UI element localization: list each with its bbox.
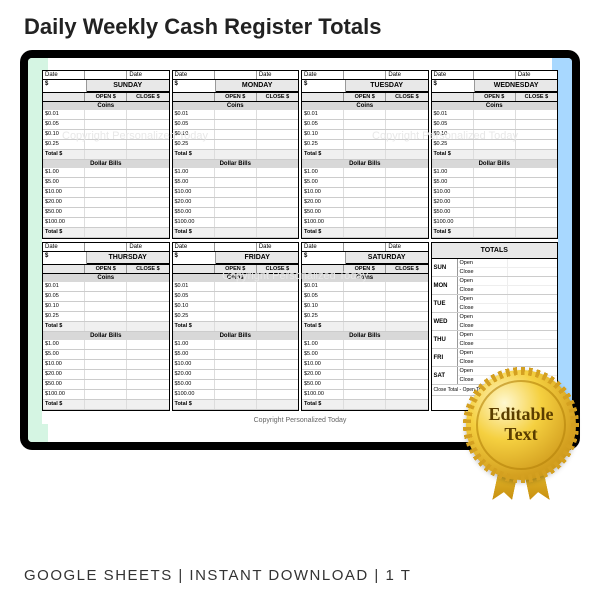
day-column[interactable]: DateDate$SATURDAYOPEN $CLOSE $Coins$0.01… bbox=[301, 242, 429, 411]
day-column[interactable]: DateDate$FRIDAYOPEN $CLOSE $Coins$0.01$0… bbox=[172, 242, 300, 411]
gold-seal: EditableText bbox=[466, 370, 576, 480]
badge-text: EditableText bbox=[488, 405, 553, 445]
footer-text: GOOGLE SHEETS | INSTANT DOWNLOAD | 1 T bbox=[0, 553, 600, 600]
day-column[interactable]: DateDate$SUNDAYOPEN $CLOSE $Coins$0.01$0… bbox=[42, 70, 170, 239]
day-column[interactable]: DateDate$TUESDAYOPEN $CLOSE $Coins$0.01$… bbox=[301, 70, 429, 239]
day-column[interactable]: DateDate$THURSDAYOPEN $CLOSE $Coins$0.01… bbox=[42, 242, 170, 411]
day-column[interactable]: DateDate$WEDNESDAYOPEN $CLOSE $Coins$0.0… bbox=[431, 70, 559, 239]
day-column[interactable]: DateDate$MONDAYOPEN $CLOSE $Coins$0.01$0… bbox=[172, 70, 300, 239]
page-title: Daily Weekly Cash Register Totals bbox=[0, 0, 600, 50]
editable-badge: EditableText bbox=[466, 370, 576, 480]
top-day-grid: DateDate$SUNDAYOPEN $CLOSE $Coins$0.01$0… bbox=[42, 70, 558, 239]
